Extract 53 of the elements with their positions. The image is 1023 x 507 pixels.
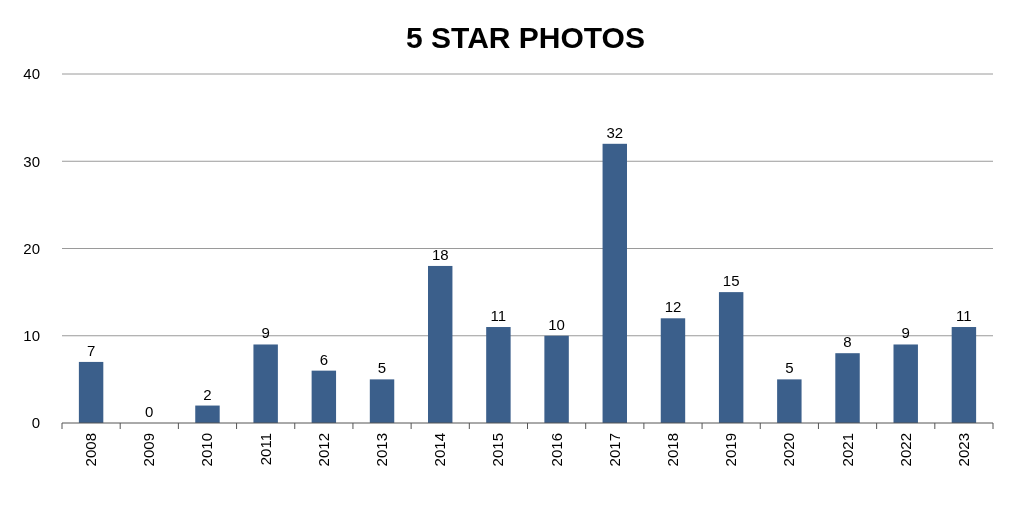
bar — [253, 344, 278, 423]
data-label: 5 — [785, 359, 794, 377]
x-tick-label: 2013 — [373, 433, 391, 467]
x-tick-label: 2022 — [896, 433, 914, 467]
y-tick-label: 20 — [23, 239, 40, 257]
data-label: 15 — [722, 272, 740, 290]
x-tick-label: 2019 — [722, 433, 740, 467]
x-tick-label: 2021 — [838, 433, 856, 467]
bar — [195, 405, 220, 423]
bar — [951, 327, 977, 423]
bar — [718, 292, 744, 423]
bar — [311, 370, 337, 423]
bar — [428, 265, 453, 423]
y-tick-label: 40 — [23, 65, 40, 83]
data-label: 9 — [261, 324, 270, 342]
data-label: 2 — [203, 385, 212, 403]
chart-title: 5 STAR PHOTOS — [406, 21, 645, 54]
y-tick-label: 30 — [23, 152, 40, 170]
x-tick-label: 2012 — [314, 433, 332, 467]
bar — [544, 335, 569, 423]
bar — [602, 143, 627, 423]
data-label: 6 — [319, 350, 329, 368]
x-tick-label: 2011 — [256, 433, 274, 466]
bar — [369, 379, 395, 423]
x-tick-label: 2016 — [547, 433, 565, 467]
x-tick-label: 2023 — [954, 433, 972, 467]
x-tick-label: 2017 — [605, 433, 623, 467]
data-label: 9 — [901, 324, 910, 342]
x-tick-label: 2008 — [82, 433, 100, 467]
y-tick-label: 0 — [31, 414, 40, 432]
data-label: 11 — [490, 307, 507, 325]
data-label: 8 — [843, 333, 852, 351]
data-label: 32 — [606, 123, 624, 141]
data-label: 10 — [548, 315, 565, 333]
bar — [78, 361, 104, 423]
x-tick-label: 2014 — [431, 433, 449, 467]
data-label: 12 — [664, 298, 682, 316]
bar — [660, 318, 686, 423]
data-label: 11 — [956, 307, 972, 325]
bar — [835, 353, 860, 423]
x-tick-label: 2020 — [780, 433, 798, 467]
bar — [486, 327, 511, 423]
x-tick-label: 2010 — [198, 433, 216, 467]
y-tick-label: 10 — [23, 327, 40, 344]
bar — [777, 379, 802, 423]
data-label: 0 — [145, 403, 154, 420]
x-tick-label: 2009 — [140, 433, 158, 467]
data-label: 5 — [377, 359, 387, 377]
bar — [893, 344, 918, 423]
x-tick-label: 2015 — [489, 433, 507, 467]
data-label: 7 — [86, 341, 96, 359]
x-tick-label: 2018 — [663, 433, 681, 467]
data-label: 18 — [431, 245, 449, 263]
